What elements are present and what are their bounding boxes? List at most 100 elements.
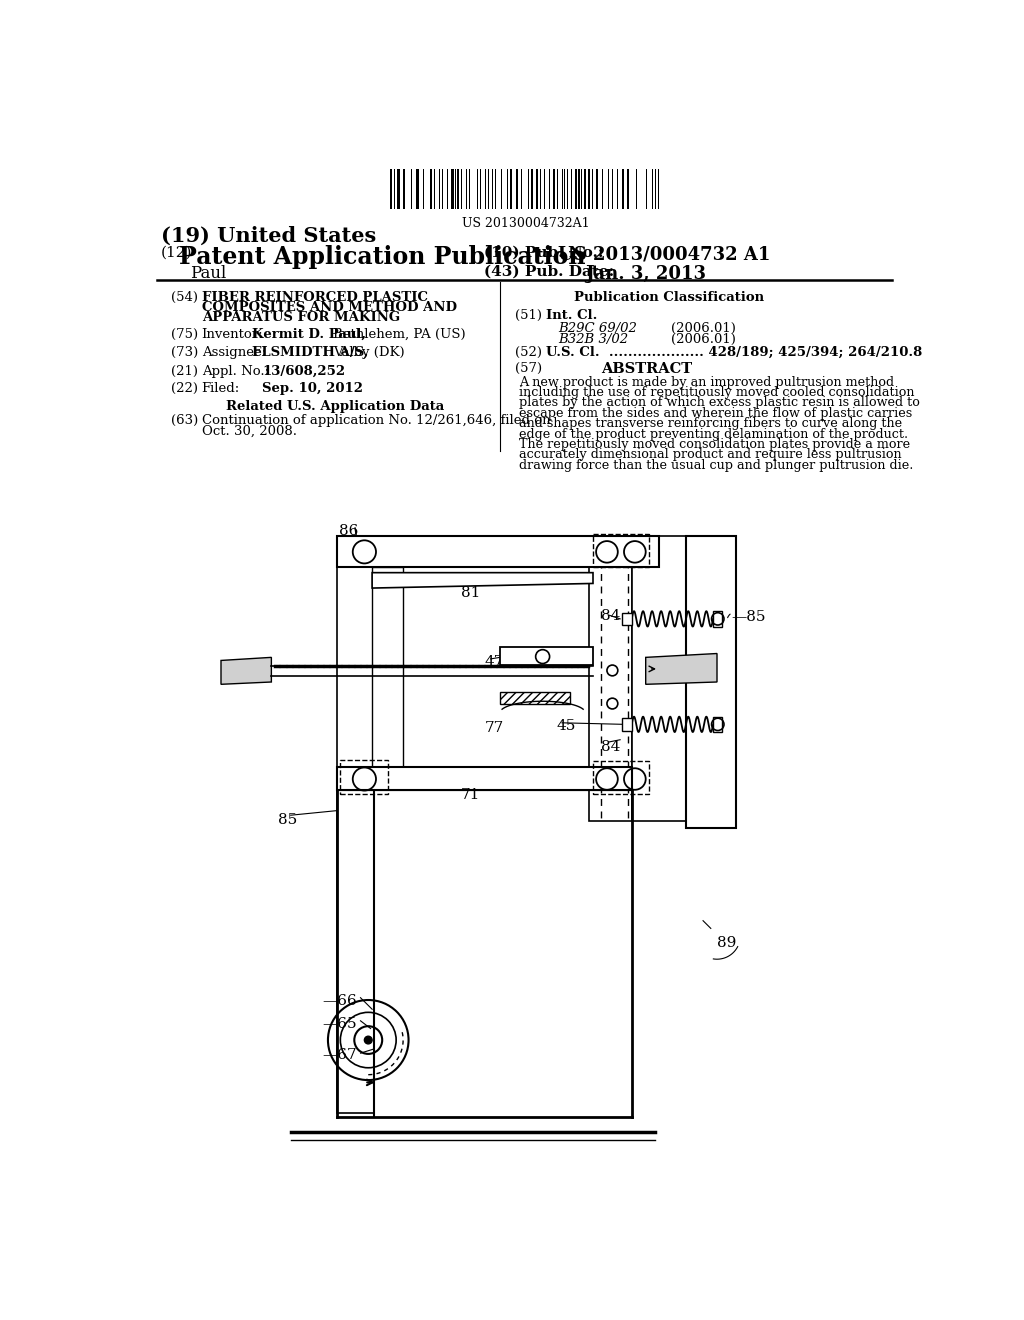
Text: (75): (75) [171, 327, 198, 341]
Text: and shapes transverse reinforcing fibers to curve along the: and shapes transverse reinforcing fibers… [519, 417, 902, 430]
Bar [531, 169, 532, 209]
Bar [501, 169, 503, 209]
Text: including the use of repetitiously moved cooled consolidation: including the use of repetitiously moved… [519, 385, 914, 399]
Bar [452, 169, 454, 209]
Text: (19) United States: (19) United States [161, 226, 376, 246]
Bar [337, 767, 632, 789]
Text: Patent Application Publication: Patent Application Publication [179, 246, 586, 269]
Bar [607, 169, 609, 209]
Text: —66: —66 [322, 994, 356, 1008]
Bar [417, 169, 420, 209]
Bar [500, 647, 593, 665]
Text: Related U.S. Application Data: Related U.S. Application Data [226, 400, 444, 413]
Bar [623, 718, 632, 730]
Text: FLSMIDTH A/S,: FLSMIDTH A/S, [252, 346, 369, 359]
Bar [458, 169, 459, 209]
Text: COMPOSITES AND METHOD AND: COMPOSITES AND METHOD AND [202, 301, 457, 314]
Bar [466, 169, 467, 209]
Text: (12): (12) [161, 246, 193, 260]
Text: US 2013/0004732 A1: US 2013/0004732 A1 [558, 246, 770, 264]
Text: U.S. Cl.  .................... 428/189; 425/394; 264/210.8: U.S. Cl. .................... 428/189; 4… [547, 346, 923, 359]
Text: (51): (51) [515, 309, 543, 322]
Bar [390, 169, 392, 209]
Text: —67: —67 [322, 1048, 356, 1061]
Bar [686, 536, 736, 829]
Text: (43) Pub. Date:: (43) Pub. Date: [484, 264, 614, 279]
Bar [528, 169, 529, 209]
Text: Valby (DK): Valby (DK) [334, 346, 406, 359]
Bar [484, 169, 486, 209]
Text: US 20130004732A1: US 20130004732A1 [462, 216, 590, 230]
Bar [623, 169, 624, 209]
Bar [632, 536, 701, 821]
Text: The repetitiously moved consolidation plates provide a more: The repetitiously moved consolidation pl… [519, 438, 910, 451]
Text: (63): (63) [171, 414, 198, 428]
Bar [596, 169, 598, 209]
Bar [627, 169, 630, 209]
Polygon shape [646, 653, 717, 684]
Text: 71: 71 [461, 788, 480, 803]
Bar [423, 169, 424, 209]
Text: 84: 84 [601, 609, 621, 623]
Bar [713, 611, 722, 627]
Text: Inventor:: Inventor: [202, 327, 263, 341]
Text: (54): (54) [171, 290, 198, 304]
Text: —85: —85 [731, 610, 766, 624]
Bar [500, 692, 569, 704]
Polygon shape [372, 573, 593, 589]
Text: Jan. 3, 2013: Jan. 3, 2013 [586, 264, 707, 282]
Circle shape [365, 1036, 372, 1044]
Bar [549, 169, 550, 209]
Polygon shape [221, 657, 271, 684]
Text: drawing force than the usual cup and plunger pultrusion die.: drawing force than the usual cup and plu… [519, 459, 913, 471]
Text: Kermit D. Paul,: Kermit D. Paul, [252, 327, 366, 341]
Bar [601, 169, 603, 209]
Text: 85: 85 [278, 813, 297, 826]
Bar [557, 169, 558, 209]
Bar [566, 169, 568, 209]
Bar [579, 169, 580, 209]
Bar [593, 762, 649, 793]
Text: escape from the sides and wherein the flow of plastic carries: escape from the sides and wherein the fl… [519, 407, 912, 420]
Text: Filed:: Filed: [202, 381, 240, 395]
Text: (22): (22) [171, 381, 198, 395]
Bar [480, 169, 481, 209]
Text: (2006.01): (2006.01) [671, 333, 735, 346]
Text: (10) Pub. No.:: (10) Pub. No.: [484, 246, 604, 260]
Text: Int. Cl.: Int. Cl. [547, 309, 598, 322]
Bar [537, 169, 538, 209]
Bar [446, 169, 449, 209]
Text: Assignee:: Assignee: [202, 346, 266, 359]
Text: Continuation of application No. 12/261,646, filed on: Continuation of application No. 12/261,6… [202, 414, 550, 428]
Bar [510, 169, 512, 209]
Text: accurately dimensional product and require less pultrusion: accurately dimensional product and requi… [519, 449, 902, 461]
Bar [585, 169, 586, 209]
Text: Sep. 10, 2012: Sep. 10, 2012 [262, 381, 364, 395]
Text: A new product is made by an improved pultrusion method: A new product is made by an improved pul… [519, 376, 895, 388]
Bar [430, 169, 432, 209]
Bar [372, 566, 403, 775]
Text: 13/608,252: 13/608,252 [262, 364, 345, 378]
Text: Paul: Paul [190, 264, 226, 281]
Bar [442, 169, 443, 209]
Text: 89: 89 [717, 936, 736, 950]
Text: plates by the action of which excess plastic resin is allowed to: plates by the action of which excess pla… [519, 396, 921, 409]
Text: FIBER REINFORCED PLASTIC: FIBER REINFORCED PLASTIC [202, 290, 428, 304]
Text: 77: 77 [484, 721, 504, 734]
Text: (2006.01): (2006.01) [671, 322, 735, 335]
Bar [588, 169, 590, 209]
Text: (21): (21) [171, 364, 198, 378]
Bar [589, 536, 632, 821]
Text: Publication Classification: Publication Classification [573, 290, 764, 304]
Text: Oct. 30, 2008.: Oct. 30, 2008. [202, 425, 297, 438]
Text: 84: 84 [601, 739, 621, 754]
Text: edge of the product preventing delamination of the product.: edge of the product preventing delaminat… [519, 428, 908, 441]
Bar [403, 169, 404, 209]
Text: 45: 45 [557, 719, 575, 733]
Bar [575, 169, 577, 209]
Text: ABSTRACT: ABSTRACT [601, 362, 692, 376]
Bar [515, 169, 518, 209]
Text: 86: 86 [339, 524, 358, 539]
Text: B29C 69/02: B29C 69/02 [558, 322, 637, 335]
Bar [553, 169, 555, 209]
